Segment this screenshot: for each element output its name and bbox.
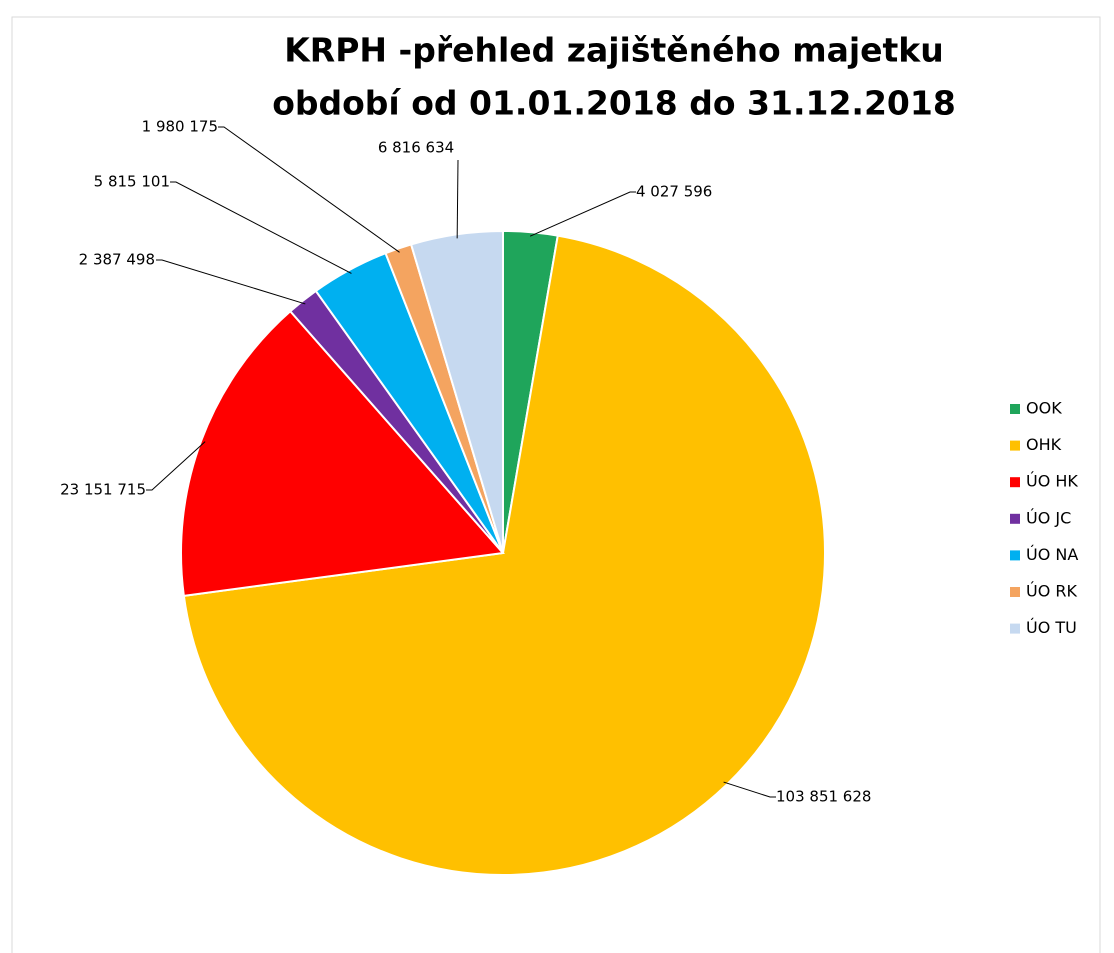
leader-line [156, 259, 306, 305]
legend-label: ÚO JC [1026, 508, 1071, 527]
legend-label: ÚO TU [1026, 618, 1077, 637]
chart-title: KRPH -přehled zajištěného majetku [284, 31, 944, 70]
legend-swatch [1010, 623, 1020, 634]
pie-slice [409, 229, 504, 554]
legend-swatch [1010, 440, 1020, 451]
legend-label: OOK [1026, 399, 1062, 418]
pie-slice [180, 309, 505, 597]
chart-subtitle: období od 01.01.2018 do 31.12.2018 [272, 84, 956, 123]
leader-line [529, 191, 636, 237]
legend-swatch [1010, 587, 1020, 597]
data-label: 1 980 175 [142, 118, 218, 136]
legend-swatch [1010, 550, 1020, 561]
leader-line [723, 781, 776, 798]
data-label: 5 815 101 [94, 173, 170, 191]
data-label: 6 816 634 [378, 139, 454, 157]
legend-label: OHK [1026, 435, 1062, 454]
leader-line [218, 126, 400, 253]
leader-line [456, 159, 459, 239]
legend-swatch [1010, 477, 1020, 488]
legend-swatch [1010, 513, 1020, 524]
data-label: 4 027 596 [636, 183, 712, 201]
chart-frame [11, 16, 1101, 953]
legend-label: ÚO NA [1026, 545, 1078, 564]
legend-swatch [1010, 404, 1020, 414]
legend-label: ÚO RK [1026, 582, 1078, 601]
data-label: 2 387 498 [79, 251, 155, 269]
leader-line [170, 181, 352, 274]
data-label: 23 151 715 [60, 481, 146, 499]
legend-label: ÚO HK [1026, 472, 1078, 491]
leader-line [146, 441, 206, 491]
pie-slice [182, 234, 826, 876]
data-label: 103 851 628 [776, 788, 871, 806]
